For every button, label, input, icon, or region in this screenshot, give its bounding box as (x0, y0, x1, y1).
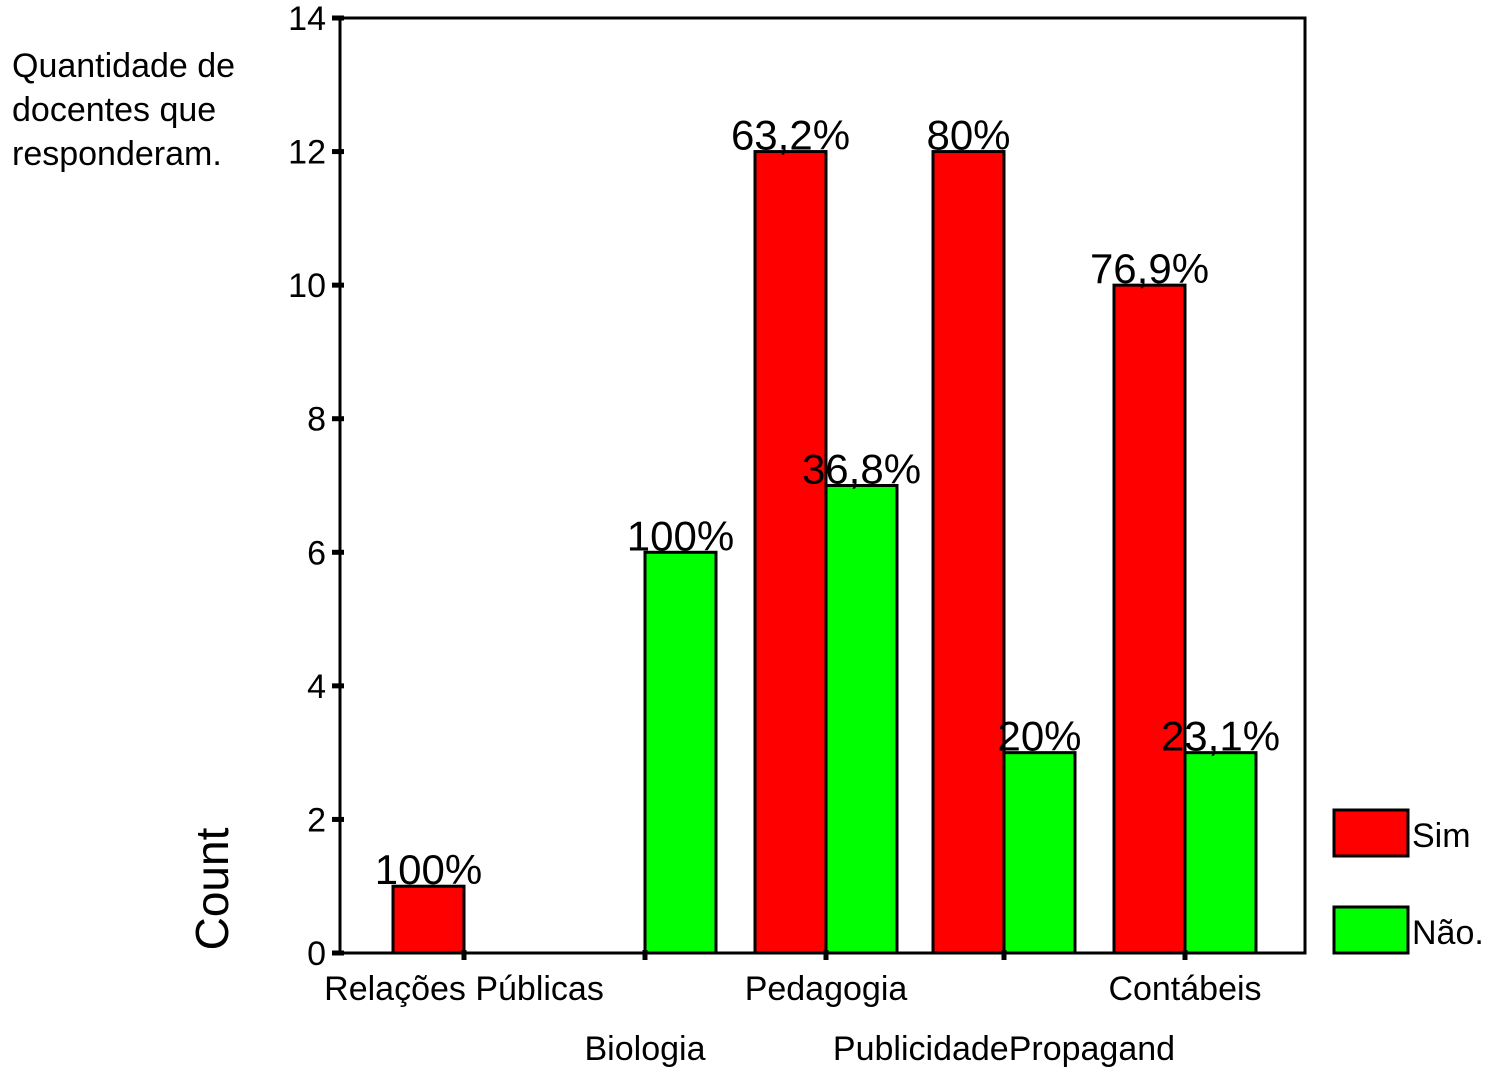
legend: Sim Não. (1332, 808, 1484, 955)
y-tick-label: 10 (288, 267, 326, 305)
y-tick-label: 0 (307, 935, 326, 973)
x-axis: Relações Públicas Biologia Pedagogia Public… (324, 950, 1262, 1068)
bar-labels-group: 100% 100% 63,2% 36,8% 80% 20% 76,9% 23,1% (375, 112, 1280, 894)
legend-swatch (1332, 905, 1410, 955)
x-tick-label: Contábeis (1108, 970, 1261, 1008)
y-tick-label: 14 (288, 0, 326, 38)
bar-no (1183, 751, 1258, 955)
bar-sim (391, 884, 466, 955)
bars-group (391, 150, 1258, 955)
bar-sim (931, 150, 1006, 955)
y-tick-label: 8 (307, 401, 326, 439)
bar-data-label: 36,8% (802, 446, 921, 493)
x-tick-label: PublicidadePropagand (833, 1030, 1175, 1068)
bar-data-label: 100% (627, 512, 734, 559)
bar-data-label: 80% (926, 112, 1010, 159)
y-tick-label: 12 (288, 134, 326, 172)
legend-label: Sim (1412, 817, 1471, 855)
bar-no (824, 484, 899, 955)
bar-data-label: 20% (997, 713, 1081, 760)
bar-sim (1112, 283, 1187, 955)
y-axis-note: Quantidade de docentes que responderam. (12, 47, 236, 173)
legend-label: Não. (1412, 914, 1484, 952)
legend-swatch (1332, 808, 1410, 858)
bar-data-label: 76,9% (1090, 245, 1209, 292)
y-tick-label: 4 (307, 668, 326, 706)
x-tick-label: Biologia (585, 1030, 706, 1068)
bar-no (643, 550, 718, 955)
y-tick-label: 6 (307, 534, 326, 572)
bar-sim (753, 150, 828, 955)
bar-no (1002, 751, 1077, 955)
bar-data-label: 100% (375, 846, 482, 893)
x-tick-label: Relações Públicas (324, 970, 604, 1008)
bar-data-label: 23,1% (1161, 713, 1280, 760)
x-tick-label: Pedagogia (745, 970, 908, 1008)
y-axis: 0 2 4 6 8 10 12 14 (288, 0, 344, 973)
bar-data-label: 63,2% (731, 112, 850, 159)
y-tick-label: 2 (307, 801, 326, 839)
y-axis-label: Count (186, 827, 238, 950)
